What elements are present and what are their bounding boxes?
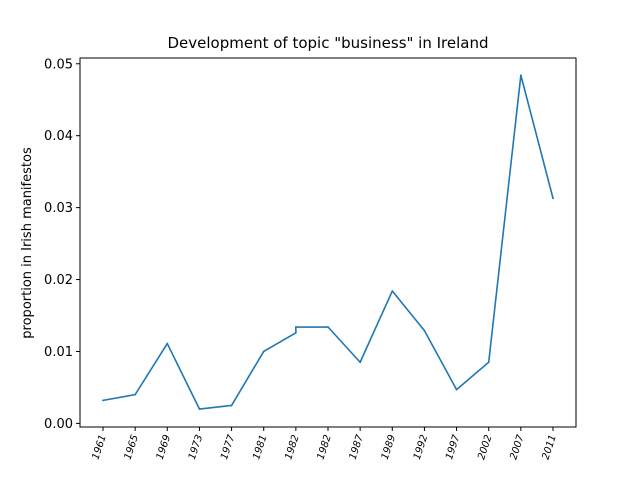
x-tick-label: 1965 (123, 434, 141, 462)
x-tick-label: 2002 (476, 434, 494, 462)
data-point (455, 388, 458, 391)
data-point (359, 361, 362, 364)
data-point (519, 74, 522, 77)
data-point (423, 329, 426, 332)
series-line (102, 74, 554, 410)
x-tick-label: 1973 (187, 434, 205, 462)
data-point (134, 393, 137, 396)
x-tick-label: 1981 (251, 434, 269, 462)
data-point (102, 399, 104, 402)
data-point (487, 361, 490, 364)
y-tick-label: 0.02 (44, 273, 73, 288)
plot-area: 0.00 0.01 0.02 0.03 0.04 0.05 1961 1965 1969 1973… (44, 57, 577, 462)
x-tick-label: 2011 (541, 434, 559, 462)
x-tick-label: 1977 (219, 433, 238, 461)
data-point (166, 342, 169, 345)
y-tick-label: 0.00 (44, 417, 73, 432)
y-axis-label: proportion in Irish manifestos (20, 147, 35, 339)
x-tick-label: 1982 (283, 434, 301, 462)
y-tick-label: 0.01 (44, 345, 73, 360)
data-point (294, 326, 297, 328)
x-tick-label: 1987 (348, 433, 367, 461)
data-point (262, 350, 265, 353)
data-point (230, 404, 233, 407)
data-point (327, 326, 329, 328)
data-point (552, 197, 554, 200)
y-tick-label: 0.04 (44, 129, 73, 144)
x-tick-label: 2007 (508, 433, 527, 461)
x-tick-label: 1997 (444, 433, 463, 461)
x-tick-label: 1992 (412, 434, 430, 462)
x-tick-label: 1989 (380, 434, 398, 462)
x-tick-label: 1982 (316, 434, 334, 462)
chart-title: Development of topic "business" in Irela… (168, 34, 489, 52)
y-tick-label: 0.03 (44, 201, 73, 216)
data-point (198, 408, 201, 410)
data-point (294, 331, 297, 334)
x-tick-label: 1969 (155, 434, 173, 462)
x-tick-label: 1961 (91, 434, 109, 462)
y-tick-label: 0.05 (44, 57, 73, 72)
data-point (391, 290, 394, 292)
